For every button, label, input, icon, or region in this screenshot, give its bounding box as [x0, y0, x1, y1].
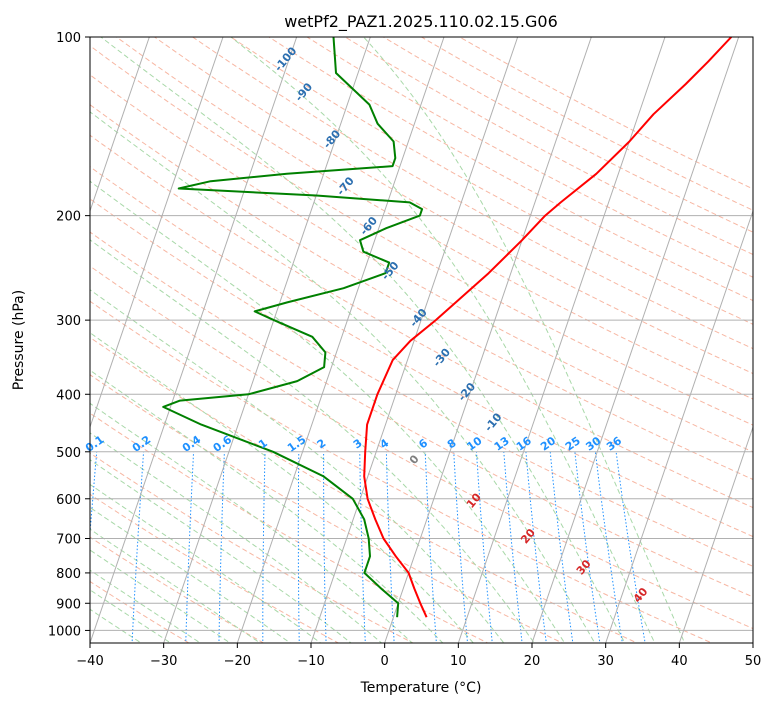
y-tick-label: 900	[56, 597, 81, 612]
x-tick-label: 30	[597, 654, 614, 669]
isotherm-line	[752, 641, 753, 643]
isotherm-line	[457, 37, 666, 643]
x-axis-label: Temperature (°C)	[360, 680, 482, 696]
y-tick-label: 600	[56, 493, 81, 508]
y-tick-label: 300	[56, 314, 81, 329]
y-tick-label: 200	[56, 210, 81, 225]
x-axis-ticks: −40 −30 −20 −10 0 10 20 30 40 50	[76, 643, 761, 669]
dry-adiabat-line	[90, 231, 753, 598]
x-tick-label: 40	[671, 654, 688, 669]
y-tick-label: 100	[56, 31, 81, 46]
dry-adiabat-line	[268, 37, 753, 302]
isotherm-line	[90, 37, 298, 643]
y-axis-ticks: 100 200 300 400 500 600 700 800 900 1000	[48, 31, 90, 639]
dry-adiabat-line	[90, 580, 190, 643]
moist-adiabat-line	[90, 180, 566, 643]
dewpoint-line	[162, 37, 424, 618]
isotherms	[0, 37, 753, 643]
moist-adiabat-line	[90, 369, 444, 643]
dry-adiabat-line	[90, 336, 639, 643]
x-tick-label: 0	[381, 654, 389, 669]
plot-frame	[89, 36, 754, 644]
isotherm-line	[0, 37, 2, 643]
x-tick-label: −30	[150, 654, 177, 669]
isotherm-line	[90, 37, 150, 213]
isotherm-line	[605, 209, 753, 643]
y-tick-label: 1000	[48, 624, 81, 639]
isotherm-line	[678, 425, 753, 643]
dry-adiabat-line	[90, 536, 265, 643]
x-tick-label: −10	[297, 654, 324, 669]
y-tick-label: 700	[56, 533, 81, 548]
isotherm-line	[236, 37, 445, 643]
isotherm-line	[310, 37, 519, 643]
moist-adiabat-line	[90, 528, 262, 643]
dry-adiabat-line	[230, 37, 753, 325]
y-axis-label: Pressure (hPa)	[11, 290, 27, 390]
x-tick-label: 10	[450, 654, 467, 669]
moist-adiabat-line	[90, 111, 596, 643]
y-tick-label: 500	[56, 446, 81, 461]
chart-title: wetPf2_PAZ1.2025.110.02.15.G06	[284, 12, 558, 32]
dry-adiabat-line	[90, 452, 414, 643]
isotherm-line	[531, 37, 740, 643]
dry-adiabat-line	[192, 37, 753, 350]
x-tick-label: 50	[745, 654, 762, 669]
isotherm-line	[384, 37, 592, 643]
x-tick-label: −20	[224, 654, 251, 669]
x-tick-label: −40	[76, 654, 103, 669]
isotherm-line	[90, 37, 224, 429]
y-tick-label: 400	[56, 388, 81, 403]
moist-adiabat-line	[90, 549, 232, 643]
x-tick-label: 20	[524, 654, 541, 669]
moist-adiabat-line	[90, 506, 292, 643]
profile-series	[162, 37, 733, 618]
isotherm-line	[163, 37, 371, 643]
y-tick-label: 800	[56, 567, 81, 582]
dry-adiabat-line	[90, 134, 753, 509]
temperature-line	[363, 37, 733, 618]
